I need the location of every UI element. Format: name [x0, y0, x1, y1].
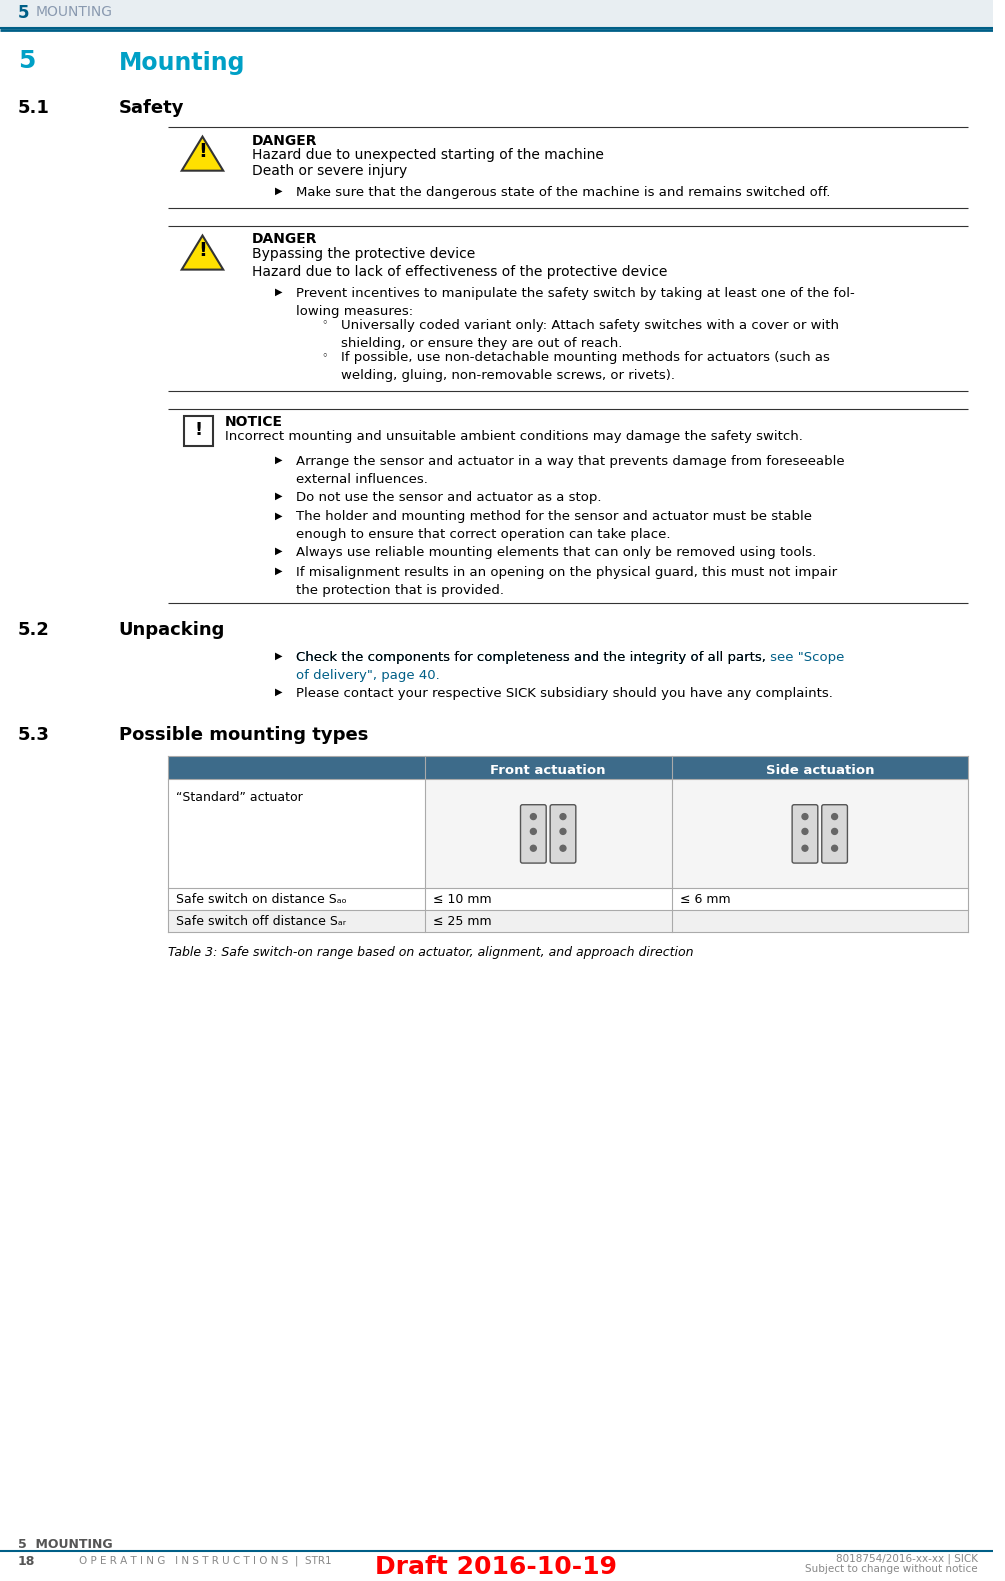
Text: Safe switch off distance Sₐᵣ: Safe switch off distance Sₐᵣ	[176, 915, 346, 928]
FancyBboxPatch shape	[550, 805, 576, 863]
FancyBboxPatch shape	[792, 805, 818, 863]
Circle shape	[560, 846, 566, 851]
Text: Incorrect mounting and unsuitable ambient conditions may damage the safety switc: Incorrect mounting and unsuitable ambien…	[225, 430, 803, 443]
Text: DANGER: DANGER	[252, 232, 318, 247]
Text: O P E R A T I N G   I N S T R U C T I O N S  |  STR1: O P E R A T I N G I N S T R U C T I O N …	[79, 1556, 332, 1565]
Text: Mounting: Mounting	[119, 52, 245, 76]
Text: ▶: ▶	[274, 490, 282, 501]
Text: Safety: Safety	[119, 100, 184, 117]
Text: Side actuation: Side actuation	[766, 764, 874, 778]
Text: NOTICE: NOTICE	[225, 416, 283, 430]
Circle shape	[531, 846, 537, 851]
Text: Death or severe injury: Death or severe injury	[252, 164, 407, 179]
Text: ≤ 6 mm: ≤ 6 mm	[679, 893, 731, 906]
Bar	[529, 909, 539, 920]
Polygon shape	[182, 236, 223, 270]
Circle shape	[831, 828, 837, 835]
Text: !: !	[194, 421, 203, 440]
Text: Hazard due to lack of effectiveness of the protective device: Hazard due to lack of effectiveness of t…	[252, 266, 667, 280]
Circle shape	[831, 814, 837, 819]
Polygon shape	[182, 136, 223, 171]
Text: ≤ 10 mm: ≤ 10 mm	[432, 893, 491, 906]
Bar	[830, 909, 839, 920]
Text: Do not use the sensor and actuator as a stop.: Do not use the sensor and actuator as a …	[296, 490, 602, 504]
Circle shape	[531, 814, 537, 819]
Circle shape	[560, 828, 566, 835]
Bar	[0, 0, 993, 28]
Text: The holder and mounting method for the sensor and actuator must be stable
enough: The holder and mounting method for the s…	[296, 511, 812, 541]
Text: ▶: ▶	[274, 545, 282, 557]
Bar	[425, 779, 671, 889]
Text: Hazard due to unexpected starting of the machine: Hazard due to unexpected starting of the…	[252, 149, 604, 163]
Text: !: !	[198, 142, 207, 161]
Text: 5.1: 5.1	[18, 100, 49, 117]
Text: 5  MOUNTING: 5 MOUNTING	[18, 1538, 113, 1551]
Text: DANGER: DANGER	[252, 133, 318, 147]
Text: Prevent incentives to manipulate the safety switch by taking at least one of the: Prevent incentives to manipulate the saf…	[296, 286, 855, 318]
Bar	[168, 756, 968, 779]
Bar	[800, 909, 810, 920]
Text: ◦: ◦	[321, 318, 328, 329]
Text: Subject to change without notice: Subject to change without notice	[805, 1564, 978, 1575]
Text: 5: 5	[18, 5, 29, 22]
Text: If misalignment results in an opening on the physical guard, this must not impai: If misalignment results in an opening on…	[296, 566, 837, 596]
Text: ▶: ▶	[274, 511, 282, 520]
Text: Draft 2016-10-19: Draft 2016-10-19	[375, 1556, 617, 1579]
Text: Unpacking: Unpacking	[119, 621, 225, 639]
Text: Always use reliable mounting elements that can only be removed using tools.: Always use reliable mounting elements th…	[296, 545, 816, 560]
Circle shape	[831, 846, 837, 851]
Text: Safe switch on distance Sₐₒ: Safe switch on distance Sₐₒ	[176, 893, 347, 906]
Bar	[558, 909, 568, 920]
Text: Front actuation: Front actuation	[490, 764, 606, 778]
Text: If possible, use non-detachable mounting methods for actuators (such as
welding,: If possible, use non-detachable mounting…	[341, 351, 829, 383]
Text: ▶: ▶	[274, 455, 282, 465]
Bar	[671, 779, 968, 889]
Text: 5: 5	[18, 49, 35, 73]
Text: Universally coded variant only: Attach safety switches with a cover or with
shie: Universally coded variant only: Attach s…	[341, 318, 839, 349]
Text: ▶: ▶	[274, 566, 282, 575]
Text: ≤ 25 mm: ≤ 25 mm	[432, 915, 491, 928]
Text: “Standard” actuator: “Standard” actuator	[176, 792, 303, 805]
Text: Bypassing the protective device: Bypassing the protective device	[252, 247, 475, 261]
Circle shape	[560, 814, 566, 819]
Text: ▶: ▶	[274, 286, 282, 297]
Text: !: !	[198, 242, 207, 261]
Text: Make sure that the dangerous state of the machine is and remains switched off.: Make sure that the dangerous state of th…	[296, 187, 831, 199]
Bar	[168, 911, 968, 931]
Text: 8018754/2016-xx-xx | SICK: 8018754/2016-xx-xx | SICK	[836, 1553, 978, 1564]
Text: ▶: ▶	[274, 187, 282, 196]
Text: Possible mounting types: Possible mounting types	[119, 726, 368, 745]
Text: ◦: ◦	[321, 351, 328, 360]
Circle shape	[802, 846, 808, 851]
Text: ▶: ▶	[274, 686, 282, 697]
Text: 18: 18	[18, 1556, 35, 1568]
Bar	[168, 889, 968, 911]
Text: MOUNTING: MOUNTING	[35, 5, 113, 19]
Text: Check the components for completeness and the integrity of all parts, see "Scope: Check the components for completeness an…	[296, 651, 844, 681]
Text: Arrange the sensor and actuator in a way that prevents damage from foreseeable
e: Arrange the sensor and actuator in a way…	[296, 455, 845, 485]
Text: Table 3: Safe switch-on range based on actuator, alignment, and approach directi: Table 3: Safe switch-on range based on a…	[168, 945, 693, 958]
FancyBboxPatch shape	[521, 805, 546, 863]
Text: Please contact your respective SICK subsidiary should you have any complaints.: Please contact your respective SICK subs…	[296, 686, 833, 699]
Circle shape	[531, 828, 537, 835]
Text: ▶: ▶	[274, 651, 282, 661]
Text: 5.3: 5.3	[18, 726, 49, 745]
Bar	[184, 416, 213, 446]
Text: Check the components for completeness and the integrity of all parts,: Check the components for completeness an…	[296, 651, 771, 664]
Text: 5.2: 5.2	[18, 621, 49, 639]
FancyBboxPatch shape	[822, 805, 847, 863]
Bar	[168, 779, 425, 889]
Circle shape	[802, 814, 808, 819]
Circle shape	[802, 828, 808, 835]
